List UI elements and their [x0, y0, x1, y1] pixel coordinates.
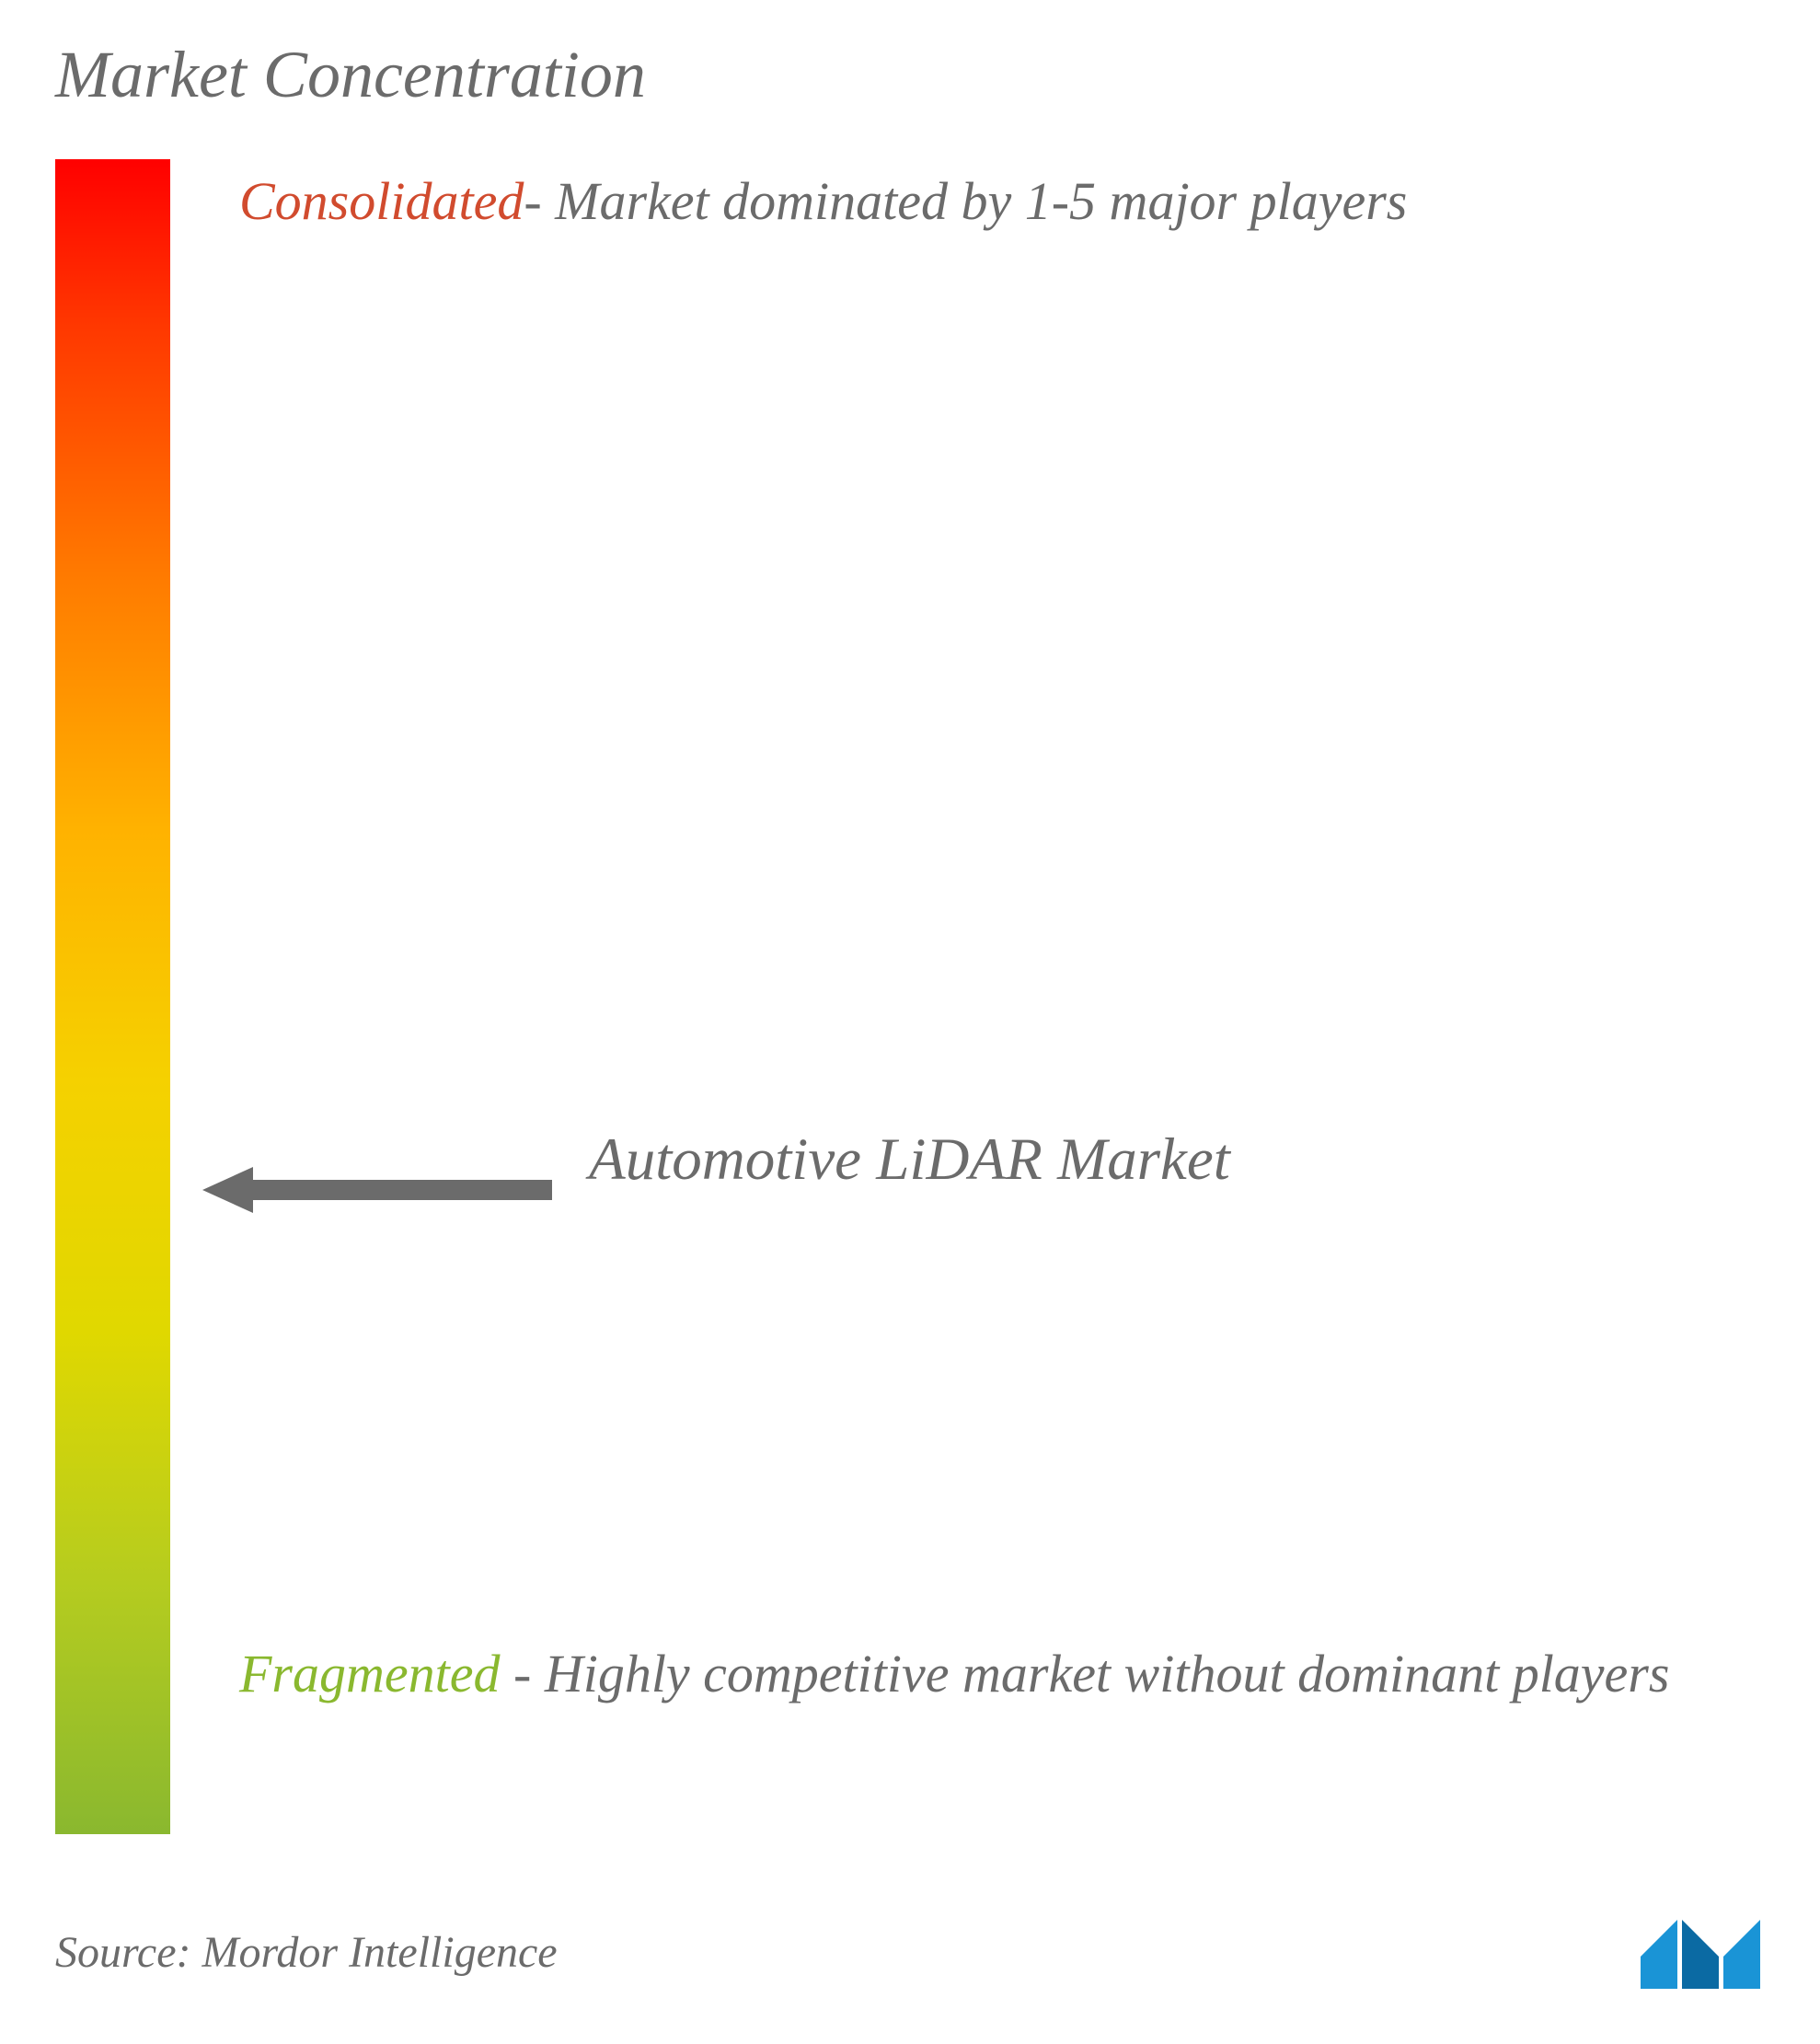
consolidated-text: - Market dominated by 1-5 major players [524, 171, 1407, 231]
source-prefix: Source: [55, 1928, 202, 1977]
source-name: Mordor Intelligence [202, 1928, 558, 1977]
arrow-head-icon [202, 1167, 253, 1213]
arrow-shaft [247, 1180, 552, 1200]
content-area: Consolidated- Market dominated by 1-5 ma… [55, 159, 1774, 1834]
footer: Source: Mordor Intelligence [55, 1911, 1765, 1993]
fragmented-text: - Highly competitive market without domi… [501, 1644, 1670, 1703]
market-position-arrow [202, 1167, 552, 1213]
concentration-gradient-bar [55, 159, 170, 1834]
consolidated-description: Consolidated- Market dominated by 1-5 ma… [239, 159, 1757, 245]
source-attribution: Source: Mordor Intelligence [55, 1927, 558, 1978]
fragmented-label: Fragmented [239, 1644, 501, 1703]
logo-bar-2 [1682, 1920, 1719, 1989]
infographic-container: Market Concentration Consolidated- Marke… [0, 0, 1820, 2044]
mordor-logo-icon [1636, 1911, 1765, 1993]
page-title: Market Concentration [55, 37, 1774, 113]
fragmented-description: Fragmented - Highly competitive market w… [239, 1632, 1757, 1717]
consolidated-label: Consolidated [239, 171, 524, 231]
market-name-label: Automotive LiDAR Market [589, 1126, 1230, 1195]
logo-bar-3 [1723, 1920, 1760, 1989]
logo-bar-1 [1641, 1920, 1677, 1989]
